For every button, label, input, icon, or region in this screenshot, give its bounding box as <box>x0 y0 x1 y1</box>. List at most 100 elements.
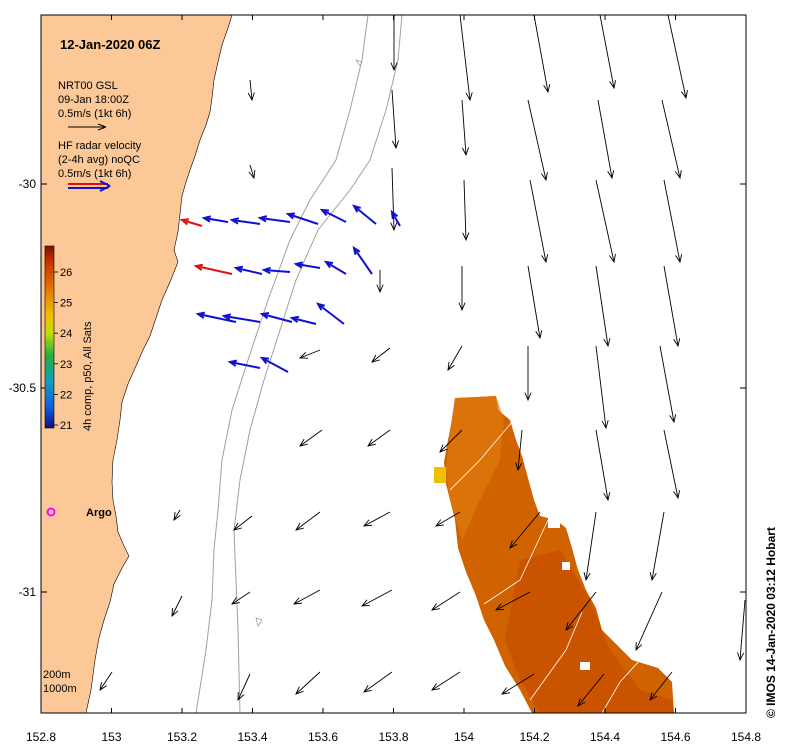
legend-model-scale: 0.5m/s (1kt 6h) <box>58 108 131 120</box>
x-tick-label: 153.6 <box>308 730 338 744</box>
model-current-arrow <box>298 349 321 359</box>
model-current-arrow <box>458 266 466 312</box>
sst-patch <box>434 396 674 713</box>
model-current-arrow <box>583 511 597 582</box>
model-current-arrow <box>171 595 183 618</box>
colorbar-tick-label: 23 <box>60 359 72 371</box>
model-current-arrow <box>173 509 181 521</box>
model-current-arrow <box>595 345 609 430</box>
hf-radar-arrow <box>233 265 263 275</box>
hf-radar-arrow <box>227 359 261 369</box>
model-current-arrow <box>367 429 391 447</box>
model-current-arrow <box>360 589 393 607</box>
hf-radar-arrow <box>390 209 401 227</box>
model-current-arrow <box>524 346 532 402</box>
colorbar-label: 4h comp, p50, All Sats <box>82 321 94 431</box>
model-current-arrow <box>501 673 535 695</box>
isobath-200m <box>195 15 369 713</box>
model-current-arrow <box>577 673 605 707</box>
argo-label: Argo <box>86 507 112 519</box>
hf-radar-arrow <box>323 260 347 275</box>
y-tick-label: -31 <box>19 585 37 599</box>
model-current-arrow <box>649 671 673 701</box>
model-current-arrow <box>439 429 463 453</box>
model-current-arrow <box>527 265 543 340</box>
hf-radar-arrow <box>229 217 261 225</box>
model-current-arrow <box>663 265 681 348</box>
model-current-arrow <box>295 671 321 695</box>
model-current-arrow <box>461 99 469 157</box>
model-current-arrow <box>565 591 597 631</box>
isobath-1000m <box>233 15 403 713</box>
hf-radar-arrow <box>285 212 319 225</box>
model-current-arrow <box>99 671 113 691</box>
legend-radar-arrow <box>68 180 111 192</box>
hf-radar-arrow <box>289 315 317 325</box>
model-current-arrow <box>494 591 531 611</box>
model-current-arrow <box>663 179 683 264</box>
model-current-arrow <box>247 79 255 102</box>
model-current-arrow <box>661 99 682 180</box>
x-tick-label: 153.8 <box>378 730 408 744</box>
hf-radar-arrow <box>352 245 373 275</box>
model-current-arrow <box>431 671 461 691</box>
model-current-arrow <box>737 599 746 662</box>
isobath-label-200m: 200m <box>43 669 71 681</box>
legend-model-name: NRT00 GSL <box>58 80 118 92</box>
colorbar-tick-label: 24 <box>60 328 72 340</box>
model-current-arrow <box>635 591 663 652</box>
model-current-arrow <box>233 515 253 531</box>
hf-radar-arrow <box>221 313 261 323</box>
model-current-arrow <box>663 429 681 500</box>
hf-radar-arrow <box>195 311 237 323</box>
argo-float-marker <box>46 507 56 517</box>
x-tick-label: 153.2 <box>167 730 197 744</box>
model-current-arrow <box>299 429 323 447</box>
x-tick-label: 154.8 <box>731 730 761 744</box>
model-current-arrow <box>659 345 677 424</box>
credit-text: © IMOS 14-Jan-2020 03:12 Hobart <box>764 527 778 718</box>
legend-radar-line2: (2-4h avg) noQC <box>58 154 140 166</box>
model-current-arrow <box>533 15 551 94</box>
hf-radar-arrow <box>193 263 233 275</box>
model-current-arrow <box>649 511 665 582</box>
model-current-arrow <box>435 511 461 527</box>
x-tick-label: 154.2 <box>519 730 549 744</box>
x-tick-label: 154 <box>454 730 474 744</box>
model-current-arrow <box>462 179 470 242</box>
hf-radar-arrow <box>352 204 377 225</box>
hf-radar-arrow <box>257 215 291 223</box>
model-current-arrow <box>362 511 391 527</box>
model-current-arrow <box>667 15 688 100</box>
land-coastline <box>41 15 233 713</box>
model-current-arrow <box>295 511 321 531</box>
hf-radar-arrow <box>261 266 291 275</box>
model-current-arrow <box>529 179 549 264</box>
model-current-arrow <box>390 167 398 232</box>
legend: NRT00 GSL 09-Jan 18:00Z 0.5m/s (1kt 6h) … <box>58 80 142 192</box>
model-current-arrow <box>595 429 611 502</box>
legend-radar-scale: 0.5m/s (1kt 6h) <box>58 168 131 180</box>
model-current-arrow <box>248 164 256 180</box>
model-current-arrow <box>515 429 523 472</box>
y-tick-label: -30.5 <box>9 381 37 395</box>
legend-model-time: 09-Jan 18:00Z <box>58 94 129 106</box>
model-current-arrow <box>231 591 251 605</box>
model-current-arrow <box>292 589 321 605</box>
axis-ticks: 152.8 153 153.2 153.4 153.6 153.8 154 154.2 154.… <box>9 15 761 744</box>
model-current-arrow <box>391 89 400 150</box>
model-current-arrows <box>99 15 746 707</box>
hf-radar-arrows <box>179 204 401 373</box>
model-current-arrow <box>376 270 384 294</box>
hf-radar-arrow <box>315 302 345 325</box>
hf-radar-arrow <box>319 208 347 223</box>
model-current-arrow <box>363 671 393 693</box>
map-title: 12-Jan-2020 06Z <box>60 37 161 52</box>
x-tick-label: 153.4 <box>237 730 267 744</box>
model-current-arrow <box>595 265 611 348</box>
colorbar-tick-label: 22 <box>60 389 72 401</box>
hf-radar-arrow <box>259 356 289 373</box>
model-current-arrow <box>237 673 251 702</box>
model-current-arrow <box>431 591 461 611</box>
